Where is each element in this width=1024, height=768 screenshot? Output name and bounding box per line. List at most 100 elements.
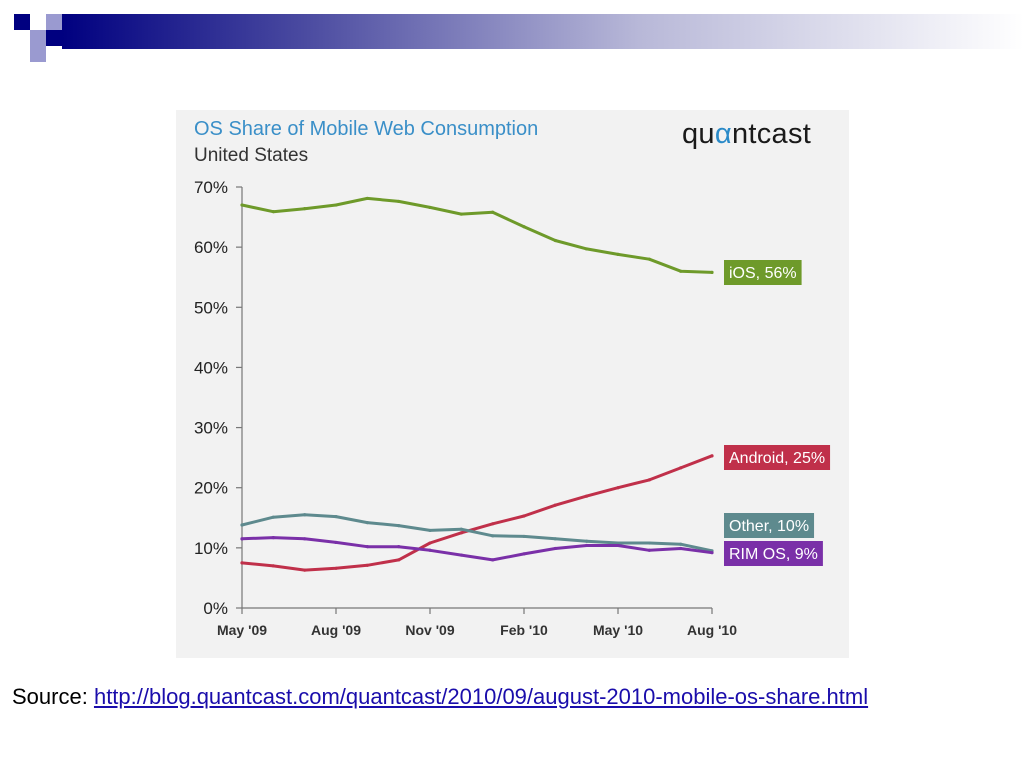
data-point-other bbox=[522, 534, 526, 539]
data-point-other bbox=[647, 541, 651, 545]
data-point-other bbox=[365, 520, 369, 525]
series-label-rim: RIM OS, 9% bbox=[724, 541, 823, 566]
y-tick-label: 60% bbox=[194, 238, 228, 257]
data-point-android bbox=[585, 494, 589, 498]
data-point-android bbox=[459, 531, 463, 535]
data-point-rim bbox=[428, 548, 432, 552]
series-line-ios bbox=[240, 196, 714, 274]
data-point-android bbox=[679, 466, 683, 470]
x-tick-label: Aug '09 bbox=[311, 622, 361, 638]
data-point-other bbox=[491, 534, 495, 538]
data-point-android bbox=[303, 568, 307, 572]
y-tick-label: 50% bbox=[194, 298, 228, 317]
data-point-rim bbox=[710, 551, 714, 555]
logo-text: qu bbox=[682, 118, 715, 150]
data-point-rim bbox=[491, 558, 495, 562]
x-tick-label: Nov '09 bbox=[405, 622, 454, 638]
deco-square-lavender bbox=[46, 14, 62, 30]
deco-square-navy bbox=[14, 14, 30, 30]
series-label-text: Other, 10% bbox=[729, 518, 809, 535]
data-point-other bbox=[679, 542, 683, 546]
logo-text: ntcast bbox=[731, 118, 812, 150]
series-label-text: iOS, 56% bbox=[729, 265, 797, 282]
chart-subtitle: United States bbox=[194, 145, 309, 166]
y-tick-label: 30% bbox=[194, 419, 228, 438]
data-point-android bbox=[647, 478, 651, 482]
deco-square-navy bbox=[46, 30, 62, 46]
y-tick-label: 0% bbox=[203, 599, 228, 618]
source-label: Source: bbox=[12, 684, 88, 709]
data-point-rim bbox=[365, 545, 369, 549]
data-point-android bbox=[240, 561, 244, 565]
data-point-other bbox=[240, 523, 244, 527]
data-point-rim bbox=[585, 543, 589, 548]
data-point-other bbox=[459, 527, 463, 531]
x-tick-label: Feb '10 bbox=[500, 622, 548, 638]
series-label-box bbox=[724, 541, 823, 566]
data-point-rim bbox=[271, 536, 275, 540]
data-point-other bbox=[428, 528, 432, 533]
data-point-android bbox=[616, 486, 620, 490]
data-point-android bbox=[365, 563, 369, 567]
data-point-rim bbox=[647, 548, 651, 552]
series-line-other bbox=[240, 513, 714, 553]
series-label-box bbox=[724, 260, 802, 285]
data-point-android bbox=[428, 541, 432, 545]
data-point-ios bbox=[553, 238, 557, 243]
source-link[interactable]: http://blog.quantcast.com/quantcast/2010… bbox=[93, 684, 869, 709]
data-point-ios bbox=[428, 205, 432, 210]
data-point-other bbox=[271, 515, 275, 519]
logo-alpha: α bbox=[714, 118, 732, 150]
data-point-ios bbox=[334, 203, 338, 207]
data-point-ios bbox=[710, 270, 714, 275]
data-point-ios bbox=[616, 252, 620, 256]
x-tick-label: May '09 bbox=[217, 622, 267, 638]
series-label-box bbox=[724, 513, 815, 538]
data-point-ios bbox=[240, 203, 244, 207]
series-label-text: RIM OS, 9% bbox=[729, 546, 818, 563]
data-point-rim bbox=[303, 537, 307, 541]
data-point-rim bbox=[679, 546, 683, 551]
data-point-android bbox=[522, 514, 526, 518]
data-point-other bbox=[553, 537, 557, 541]
data-point-ios bbox=[491, 210, 495, 214]
data-point-ios bbox=[303, 207, 307, 211]
data-point-ios bbox=[585, 247, 589, 251]
data-point-rim bbox=[616, 543, 620, 548]
data-point-android bbox=[553, 503, 557, 507]
series-label-android: Android, 25% bbox=[724, 445, 831, 470]
data-point-other bbox=[585, 539, 589, 543]
data-point-rim bbox=[553, 546, 557, 551]
data-point-other bbox=[616, 541, 620, 545]
source-line: Source: http://blog.quantcast.com/quantc… bbox=[12, 684, 868, 710]
data-point-ios bbox=[271, 210, 275, 214]
data-point-android bbox=[710, 454, 714, 458]
series-label-box bbox=[724, 445, 831, 470]
series-line-rim bbox=[240, 536, 714, 562]
data-point-ios bbox=[397, 199, 401, 204]
quantcast-logo: quαntcast bbox=[682, 118, 811, 151]
x-tick-label: Aug '10 bbox=[687, 622, 737, 638]
y-tick-label: 10% bbox=[194, 539, 228, 558]
data-point-rim bbox=[459, 553, 463, 557]
y-tick-label: 40% bbox=[194, 358, 228, 377]
data-point-rim bbox=[397, 545, 401, 549]
data-point-ios bbox=[459, 212, 463, 216]
y-tick-label: 20% bbox=[194, 479, 228, 498]
data-point-rim bbox=[240, 537, 244, 541]
data-point-other bbox=[303, 513, 307, 517]
series-label-text: Android, 25% bbox=[729, 450, 825, 467]
series-label-ios: iOS, 56% bbox=[724, 260, 802, 285]
series-label-other: Other, 10% bbox=[724, 513, 815, 538]
series-line-android bbox=[240, 454, 714, 572]
chart-title: OS Share of Mobile Web Consumption bbox=[194, 118, 539, 140]
data-point-android bbox=[491, 522, 495, 526]
data-point-other bbox=[397, 524, 401, 528]
data-point-ios bbox=[522, 225, 526, 229]
data-point-rim bbox=[522, 552, 526, 556]
line-chart: 0% 10% 20% 30% 40% 50% 60% 70% May '09 Aug '09 Nov… bbox=[194, 178, 831, 638]
data-point-android bbox=[397, 558, 401, 562]
data-point-ios bbox=[679, 269, 683, 273]
y-tick-label: 70% bbox=[194, 178, 228, 197]
data-point-rim bbox=[334, 540, 338, 545]
